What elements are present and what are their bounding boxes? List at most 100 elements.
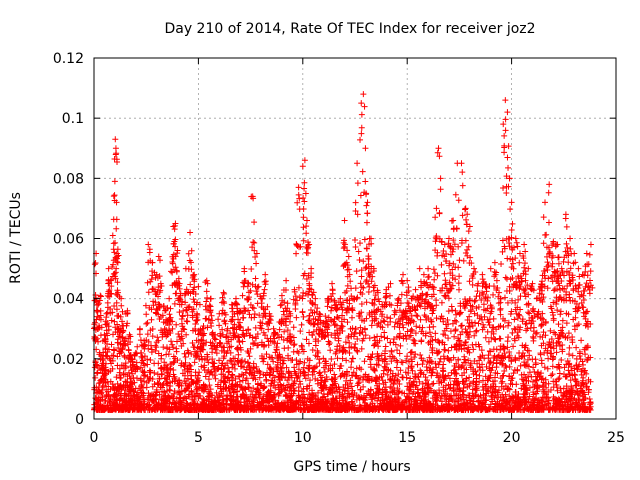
data-point	[374, 353, 381, 360]
data-point	[530, 389, 537, 396]
data-point	[472, 368, 479, 375]
data-point	[134, 343, 141, 350]
data-point	[396, 333, 403, 340]
data-point	[445, 400, 452, 407]
data-point	[352, 244, 359, 251]
data-point	[256, 374, 263, 381]
data-point	[167, 365, 174, 372]
data-point	[412, 330, 419, 337]
data-point	[325, 332, 332, 339]
data-point	[238, 363, 245, 370]
data-point	[306, 312, 313, 319]
data-point	[171, 403, 178, 410]
data-point	[428, 333, 435, 340]
data-point	[570, 260, 577, 267]
data-point	[188, 366, 195, 373]
data-point	[540, 340, 547, 347]
data-point	[94, 369, 101, 376]
data-point	[346, 300, 353, 307]
data-point	[566, 294, 573, 301]
data-point	[540, 329, 547, 336]
data-point	[410, 336, 417, 343]
data-point	[504, 344, 511, 351]
data-point	[203, 339, 210, 346]
data-point	[300, 348, 307, 355]
data-point	[166, 386, 173, 393]
data-point	[351, 344, 358, 351]
data-point	[281, 345, 288, 352]
data-point	[417, 352, 424, 359]
data-point	[482, 334, 489, 341]
data-point	[339, 312, 346, 319]
data-point	[205, 376, 212, 383]
data-point	[228, 374, 235, 381]
data-point	[438, 261, 445, 268]
data-point	[244, 348, 251, 355]
data-point	[349, 387, 356, 394]
data-point	[413, 323, 420, 330]
data-point	[445, 308, 452, 315]
data-point	[453, 311, 460, 318]
data-point	[322, 384, 329, 391]
data-point	[559, 330, 566, 337]
data-point	[356, 313, 363, 320]
data-point	[204, 351, 211, 358]
data-point	[469, 281, 476, 288]
data-point	[448, 303, 455, 310]
data-point	[502, 354, 509, 361]
data-point	[526, 384, 533, 391]
data-point	[360, 284, 367, 291]
data-point	[462, 250, 469, 257]
data-point	[388, 302, 395, 309]
data-point	[366, 311, 373, 318]
data-point	[371, 366, 378, 373]
data-point	[196, 355, 203, 362]
data-point	[478, 297, 485, 304]
data-point	[420, 330, 427, 337]
data-point	[220, 366, 227, 373]
data-point	[476, 372, 483, 379]
data-point	[440, 376, 447, 383]
data-point	[143, 311, 150, 318]
data-point	[505, 354, 512, 361]
data-point	[356, 395, 363, 402]
data-point	[395, 395, 402, 402]
data-point	[500, 372, 507, 379]
data-point	[325, 366, 332, 373]
data-point	[290, 348, 297, 355]
data-point	[585, 261, 592, 268]
data-point	[415, 373, 422, 380]
data-point	[409, 304, 416, 311]
data-point	[475, 398, 482, 405]
data-point	[154, 334, 161, 341]
data-point	[471, 332, 478, 339]
data-point	[379, 377, 386, 384]
data-point	[247, 287, 254, 294]
data-point	[113, 265, 120, 272]
data-point	[511, 316, 518, 323]
data-point	[404, 299, 411, 306]
data-point	[258, 398, 265, 405]
data-point	[500, 315, 507, 322]
data-point	[539, 272, 546, 279]
data-point	[453, 318, 460, 325]
data-point	[394, 377, 401, 384]
data-point	[397, 367, 404, 374]
data-point	[236, 378, 243, 385]
data-point	[462, 339, 469, 346]
data-point	[260, 329, 267, 336]
data-point	[235, 397, 242, 404]
data-point	[545, 399, 552, 406]
data-point	[445, 335, 452, 342]
data-point	[307, 377, 314, 384]
data-point	[499, 248, 506, 255]
data-point	[326, 340, 333, 347]
data-point	[551, 287, 557, 294]
data-point	[456, 310, 463, 317]
data-point	[565, 259, 572, 266]
data-point	[424, 377, 431, 384]
data-point	[580, 361, 587, 368]
data-point	[224, 392, 231, 399]
data-point	[265, 326, 272, 333]
data-point	[368, 278, 375, 285]
